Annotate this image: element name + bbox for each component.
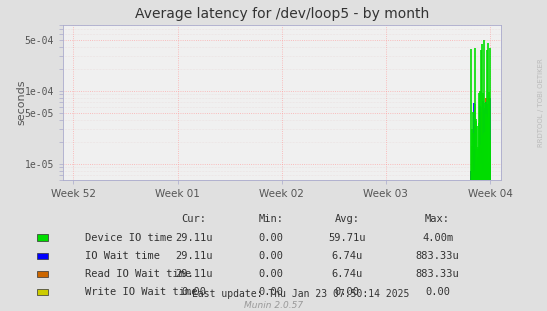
Text: 0.00: 0.00 <box>258 287 283 297</box>
Text: 0.00: 0.00 <box>258 233 283 243</box>
Text: 883.33u: 883.33u <box>416 269 459 279</box>
Text: 59.71u: 59.71u <box>329 233 366 243</box>
Text: Max:: Max: <box>425 214 450 224</box>
Text: 29.11u: 29.11u <box>176 233 213 243</box>
Text: 0.00: 0.00 <box>335 287 360 297</box>
Text: 29.11u: 29.11u <box>176 269 213 279</box>
Text: Last update: Thu Jan 23 07:50:14 2025: Last update: Thu Jan 23 07:50:14 2025 <box>192 289 410 299</box>
Text: 4.00m: 4.00m <box>422 233 453 243</box>
Text: 0.00: 0.00 <box>258 251 283 261</box>
Text: Read IO Wait time: Read IO Wait time <box>85 269 191 279</box>
Text: 6.74u: 6.74u <box>331 269 363 279</box>
Text: Cur:: Cur: <box>182 214 207 224</box>
Text: 6.74u: 6.74u <box>331 251 363 261</box>
Text: 0.00: 0.00 <box>258 269 283 279</box>
Text: RRDTOOL / TOBI OETIKER: RRDTOOL / TOBI OETIKER <box>538 58 544 147</box>
Text: Device IO time: Device IO time <box>85 233 172 243</box>
Text: 29.11u: 29.11u <box>176 251 213 261</box>
Title: Average latency for /dev/loop5 - by month: Average latency for /dev/loop5 - by mont… <box>135 7 429 21</box>
Text: Min:: Min: <box>258 214 283 224</box>
Text: 0.00: 0.00 <box>182 287 207 297</box>
Text: 883.33u: 883.33u <box>416 251 459 261</box>
Text: Write IO Wait time: Write IO Wait time <box>85 287 197 297</box>
Y-axis label: seconds: seconds <box>17 80 27 125</box>
Text: Avg:: Avg: <box>335 214 360 224</box>
Text: Munin 2.0.57: Munin 2.0.57 <box>244 301 303 310</box>
Text: 0.00: 0.00 <box>425 287 450 297</box>
Text: IO Wait time: IO Wait time <box>85 251 160 261</box>
